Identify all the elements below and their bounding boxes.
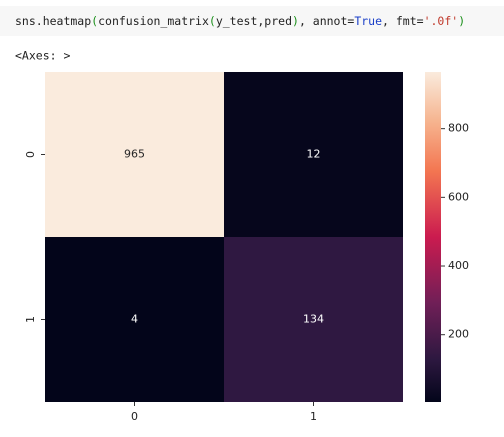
colorbar-tick-label: 800 [448, 122, 469, 135]
cell-annotation: 12 [307, 148, 321, 161]
code-token: ) [458, 14, 465, 28]
colorbar [425, 72, 441, 402]
cell-annotation: 965 [124, 148, 145, 161]
cell-annotation: 4 [131, 313, 138, 326]
code-token: y_test,pred [216, 14, 292, 28]
code-cell[interactable] [0, 6, 504, 36]
code-token: ( [91, 14, 98, 28]
x-tick-label: 1 [310, 410, 317, 423]
code-token: ( [209, 14, 216, 28]
colorbar-tick-label: 400 [448, 259, 469, 272]
code-token: '.0f' [424, 14, 459, 28]
heatmap-cell [224, 237, 403, 402]
code-token: ) [292, 14, 299, 28]
x-tick-label: 0 [131, 410, 138, 423]
code-token: , annot= [299, 14, 354, 28]
y-tick-label: 0 [24, 151, 37, 158]
heatmap-cell [45, 72, 224, 237]
code-token: True [354, 14, 382, 28]
heatmap-cell [224, 72, 403, 237]
code-token: confusion_matrix [98, 14, 209, 28]
cell-annotation: 134 [303, 313, 324, 326]
colorbar-tick-label: 200 [448, 328, 469, 341]
colorbar-tick-label: 600 [448, 190, 469, 203]
heatmap-cell [45, 237, 224, 402]
code-token: , fmt= [382, 14, 424, 28]
code-token: sns.heatmap [15, 14, 91, 28]
output-text: <Axes: > [15, 49, 70, 63]
code-line: sns.heatmap(confusion_matrix(y_test,pred… [15, 14, 465, 28]
y-tick-label: 1 [24, 316, 37, 323]
